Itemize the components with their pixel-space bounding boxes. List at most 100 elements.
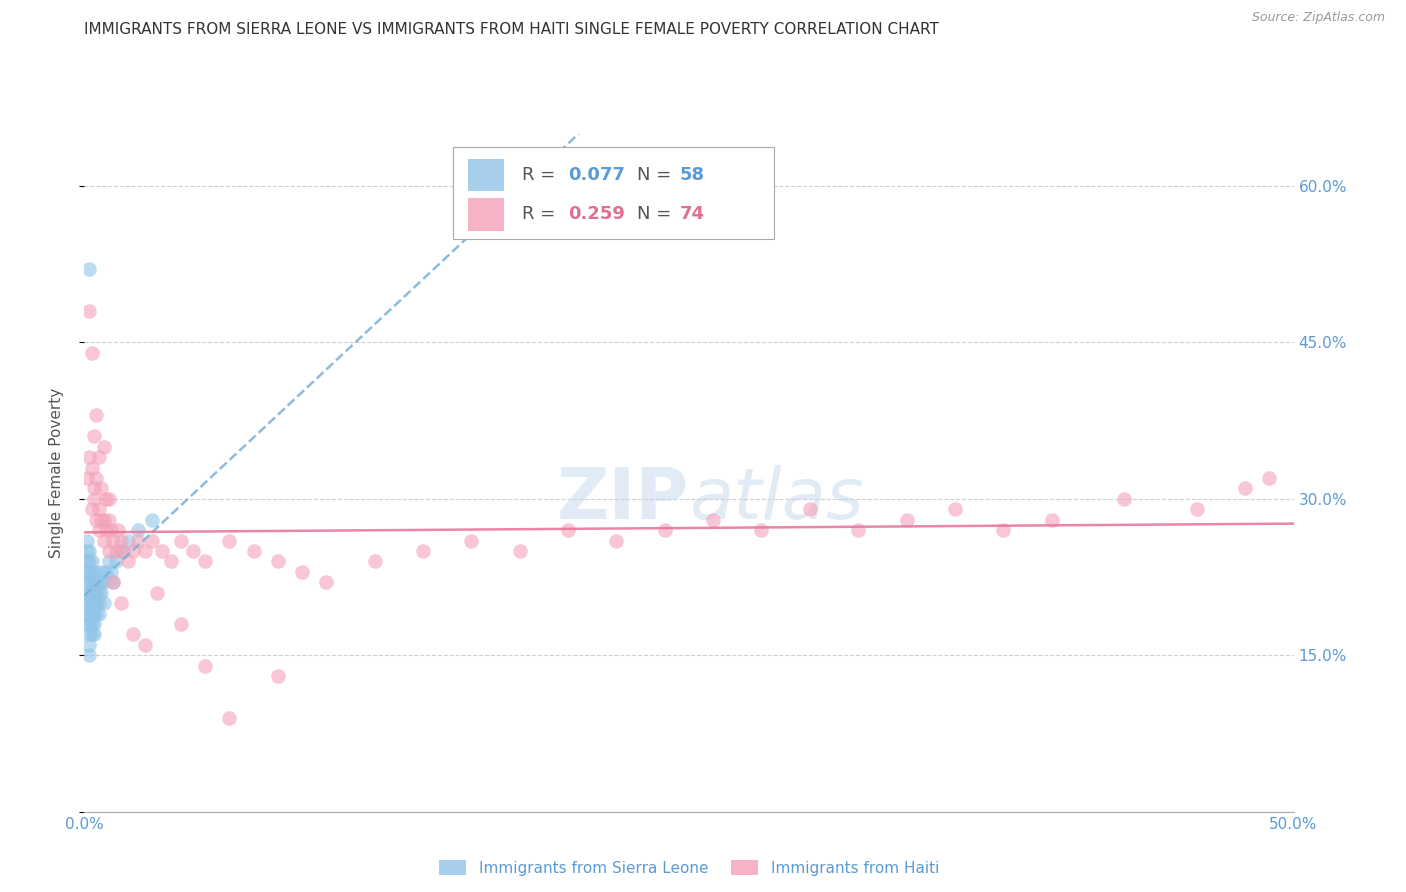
Point [87,585,110,599]
Point [460,533,482,548]
Point [90,575,112,590]
Point [702,513,724,527]
Point [127,533,149,548]
Point [76,565,98,579]
Text: atlas: atlas [689,466,863,534]
Point [83,607,105,621]
Point [127,523,149,537]
Point [83,575,105,590]
Point [93,513,115,527]
Point [76,554,98,568]
Point [218,533,240,548]
Point [94,523,117,537]
Point [76,575,98,590]
Point [605,533,627,548]
Point [160,554,183,568]
FancyBboxPatch shape [468,198,503,231]
Point [100,565,122,579]
Point [77,638,100,652]
Point [117,554,139,568]
Legend: Immigrants from Sierra Leone, Immigrants from Haiti: Immigrants from Sierra Leone, Immigrants… [433,855,945,882]
Point [509,544,531,558]
Point [315,575,337,590]
Point [170,533,193,548]
Point [80,596,103,610]
Point [150,544,173,558]
Point [1040,513,1063,527]
Point [110,544,132,558]
Point [83,429,105,443]
FancyBboxPatch shape [468,159,503,192]
Point [80,554,103,568]
Point [77,596,100,610]
Point [141,513,163,527]
Text: N =: N = [637,166,676,184]
Point [97,513,120,527]
Y-axis label: Single Female Poverty: Single Female Poverty [49,388,63,558]
Point [134,544,156,558]
Point [363,554,385,568]
Point [80,565,103,579]
Point [799,502,821,516]
Point [80,575,103,590]
Point [83,596,105,610]
Point [103,575,125,590]
Point [77,585,100,599]
Point [87,575,110,590]
Point [80,617,103,632]
Point [107,523,129,537]
Point [194,554,217,568]
Point [242,544,264,558]
Point [80,346,103,360]
Point [121,627,143,641]
Point [87,502,110,516]
Text: ZIP: ZIP [557,466,689,534]
Text: R =: R = [522,205,561,224]
Point [83,491,105,506]
Text: Source: ZipAtlas.com: Source: ZipAtlas.com [1251,11,1385,24]
Point [87,523,110,537]
Point [83,627,105,641]
Point [1114,491,1136,506]
Point [80,502,103,516]
Point [76,607,98,621]
Point [87,450,110,464]
Point [80,627,103,641]
Point [1258,471,1281,485]
Point [77,450,100,464]
Text: IMMIGRANTS FROM SIERRA LEONE VS IMMIGRANTS FROM HAITI SINGLE FEMALE POVERTY CORR: IMMIGRANTS FROM SIERRA LEONE VS IMMIGRAN… [84,22,939,37]
Point [83,617,105,632]
Point [134,638,156,652]
Point [97,491,120,506]
Point [83,482,105,496]
Point [412,544,434,558]
Point [267,554,290,568]
Point [93,596,115,610]
Point [97,544,120,558]
Text: 58: 58 [679,166,704,184]
Point [1185,502,1208,516]
Point [76,533,98,548]
Point [77,627,100,641]
Point [76,596,98,610]
Point [146,585,169,599]
Point [93,440,115,454]
Point [87,596,110,610]
Text: 0.259: 0.259 [568,205,624,224]
Point [76,544,98,558]
Point [110,533,132,548]
Point [86,513,108,527]
Point [80,460,103,475]
Point [97,554,120,568]
Point [77,607,100,621]
Point [181,544,204,558]
Point [77,304,100,318]
Point [80,585,103,599]
Point [104,554,127,568]
Point [291,565,314,579]
Text: N =: N = [637,205,676,224]
Point [86,471,108,485]
Point [194,658,217,673]
Point [654,523,676,537]
Point [218,711,240,725]
